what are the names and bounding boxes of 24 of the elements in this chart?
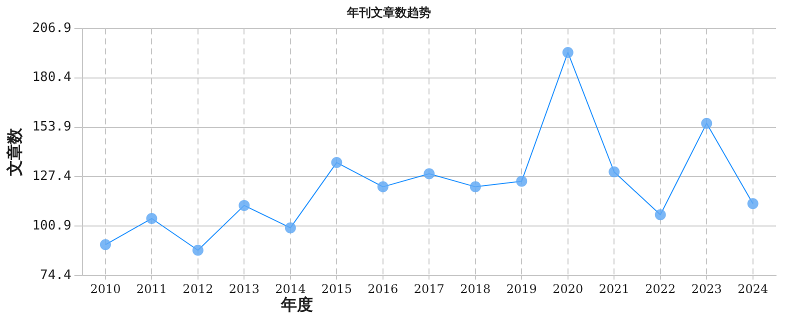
y-tick-label: 127.4 [32, 169, 72, 184]
x-tick-label: 2018 [460, 282, 491, 296]
x-tick-label: 2017 [414, 282, 444, 296]
x-tick-label: 2020 [552, 282, 584, 296]
x-tick-label: 2016 [368, 282, 398, 296]
x-tick-label: 2024 [738, 282, 769, 296]
x-axis-title: 年度 [280, 295, 313, 314]
y-tick-label: 100.9 [32, 218, 72, 234]
x-tick-label: 2012 [182, 282, 214, 296]
x-tick-label: 2023 [691, 282, 722, 296]
x-tick-label: 2021 [598, 282, 630, 296]
x-tick-label: 2019 [506, 282, 537, 296]
chart-title: 年刊文章数趋势 [346, 5, 431, 20]
x-tick-label: 2022 [645, 282, 676, 296]
y-tick-label: 153.9 [32, 120, 72, 135]
y-tick-label: 180.4 [32, 70, 72, 86]
x-tick-label: 2015 [321, 282, 352, 296]
x-tick-label: 2011 [136, 282, 167, 296]
x-tick-label: 2014 [275, 282, 306, 296]
y-tick-label: 74.4 [40, 268, 72, 283]
x-tick-label: 2013 [228, 282, 260, 296]
y-tick-label: 206.9 [32, 20, 72, 36]
y-axis-title: 文章数 [4, 127, 24, 177]
x-tick-label: 2010 [90, 282, 121, 296]
